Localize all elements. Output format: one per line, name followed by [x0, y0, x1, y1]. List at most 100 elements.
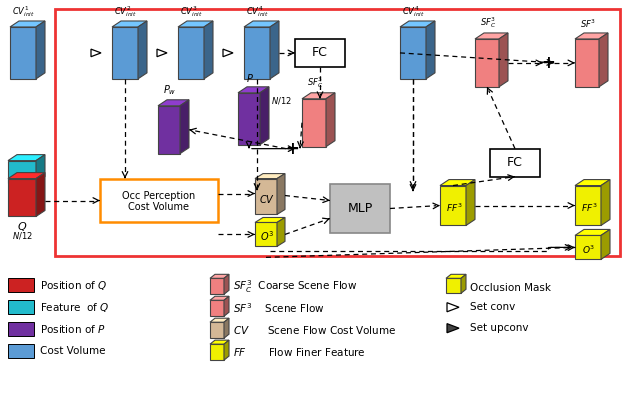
Polygon shape [36, 173, 45, 217]
Text: $N/12$: $N/12$ [12, 230, 33, 242]
Text: $FF^3$: $FF^3$ [580, 201, 597, 214]
Polygon shape [255, 217, 285, 223]
Polygon shape [575, 39, 599, 87]
Polygon shape [446, 278, 461, 293]
Polygon shape [210, 318, 229, 322]
Polygon shape [210, 296, 229, 300]
Polygon shape [302, 93, 335, 99]
Polygon shape [270, 21, 279, 79]
Polygon shape [36, 154, 45, 183]
Polygon shape [255, 173, 285, 179]
Text: $CV$: $CV$ [259, 192, 275, 204]
Polygon shape [210, 344, 224, 360]
Text: $SF^3$: $SF^3$ [580, 17, 596, 30]
Text: MLP: MLP [348, 202, 372, 215]
Text: $CV^2_{init}$: $CV^2_{init}$ [115, 4, 138, 19]
Text: $Q$: $Q$ [17, 221, 27, 234]
Text: $CV^3_{init}$: $CV^3_{init}$ [180, 4, 204, 19]
FancyBboxPatch shape [8, 344, 34, 358]
Text: Set conv: Set conv [470, 302, 515, 312]
Polygon shape [224, 340, 229, 360]
Polygon shape [210, 278, 224, 294]
Polygon shape [461, 274, 466, 293]
Text: $P$: $P$ [246, 72, 254, 84]
Polygon shape [178, 27, 204, 79]
Polygon shape [277, 173, 285, 215]
Text: $O^3$: $O^3$ [582, 243, 596, 255]
Text: $SF^3_C$: $SF^3_C$ [480, 15, 496, 30]
Text: Occlusion Mask: Occlusion Mask [470, 283, 551, 293]
Polygon shape [575, 186, 601, 225]
Polygon shape [575, 179, 610, 186]
Polygon shape [36, 21, 45, 79]
Polygon shape [210, 340, 229, 344]
Polygon shape [10, 27, 36, 79]
Polygon shape [426, 21, 435, 79]
Polygon shape [224, 318, 229, 338]
Polygon shape [8, 173, 45, 179]
FancyBboxPatch shape [100, 179, 218, 223]
Polygon shape [447, 324, 459, 333]
Text: $SF^3_C$  Coarse Scene Flow: $SF^3_C$ Coarse Scene Flow [233, 278, 357, 295]
Text: $CV^4_{init}$: $CV^4_{init}$ [246, 4, 269, 19]
Text: +: + [285, 140, 299, 158]
Text: Feature  of $Q$: Feature of $Q$ [40, 301, 109, 314]
Polygon shape [400, 21, 435, 27]
Text: $P_w$: $P_w$ [163, 83, 177, 97]
Polygon shape [158, 106, 180, 154]
Polygon shape [400, 27, 426, 79]
Polygon shape [158, 100, 189, 106]
Polygon shape [447, 303, 459, 312]
Polygon shape [599, 33, 608, 87]
Text: $FF$       Flow Finer Feature: $FF$ Flow Finer Feature [233, 346, 366, 358]
Text: Cost Volume: Cost Volume [40, 346, 106, 356]
Polygon shape [440, 186, 466, 225]
Polygon shape [601, 179, 610, 225]
Text: $N/12$: $N/12$ [271, 95, 292, 106]
Polygon shape [466, 179, 475, 225]
Polygon shape [326, 93, 335, 147]
Text: FC: FC [312, 46, 328, 59]
Polygon shape [244, 21, 279, 27]
Polygon shape [210, 274, 229, 278]
Polygon shape [260, 87, 269, 145]
Polygon shape [180, 100, 189, 154]
FancyBboxPatch shape [295, 39, 345, 67]
Polygon shape [302, 99, 326, 147]
Text: $O^3$: $O^3$ [260, 230, 274, 243]
Text: $CV^1_{init}$: $CV^1_{init}$ [13, 4, 35, 19]
Text: $SF^3$    Scene Flow: $SF^3$ Scene Flow [233, 301, 324, 315]
Polygon shape [210, 300, 224, 316]
Polygon shape [223, 49, 233, 57]
Text: Set upconv: Set upconv [470, 323, 529, 333]
FancyBboxPatch shape [330, 184, 390, 233]
FancyBboxPatch shape [490, 148, 540, 177]
Text: Position of $P$: Position of $P$ [40, 323, 106, 335]
Text: FC: FC [507, 156, 523, 169]
Polygon shape [224, 274, 229, 294]
Polygon shape [91, 49, 101, 57]
Polygon shape [10, 21, 45, 27]
Polygon shape [277, 217, 285, 246]
Polygon shape [224, 296, 229, 316]
Polygon shape [238, 93, 260, 145]
Polygon shape [8, 179, 36, 217]
FancyBboxPatch shape [55, 9, 620, 256]
FancyBboxPatch shape [8, 322, 34, 336]
Polygon shape [475, 33, 508, 39]
Text: Occ Perception: Occ Perception [122, 190, 196, 200]
Polygon shape [157, 49, 167, 57]
Polygon shape [601, 229, 610, 259]
Polygon shape [210, 322, 224, 338]
Polygon shape [575, 33, 608, 39]
Text: +: + [541, 54, 555, 72]
Polygon shape [8, 161, 36, 183]
FancyBboxPatch shape [8, 278, 34, 292]
Text: Cost Volume: Cost Volume [129, 202, 189, 213]
Polygon shape [499, 33, 508, 87]
Polygon shape [112, 27, 138, 79]
Polygon shape [112, 21, 147, 27]
Polygon shape [255, 179, 277, 215]
Polygon shape [440, 179, 475, 186]
Polygon shape [575, 236, 601, 259]
